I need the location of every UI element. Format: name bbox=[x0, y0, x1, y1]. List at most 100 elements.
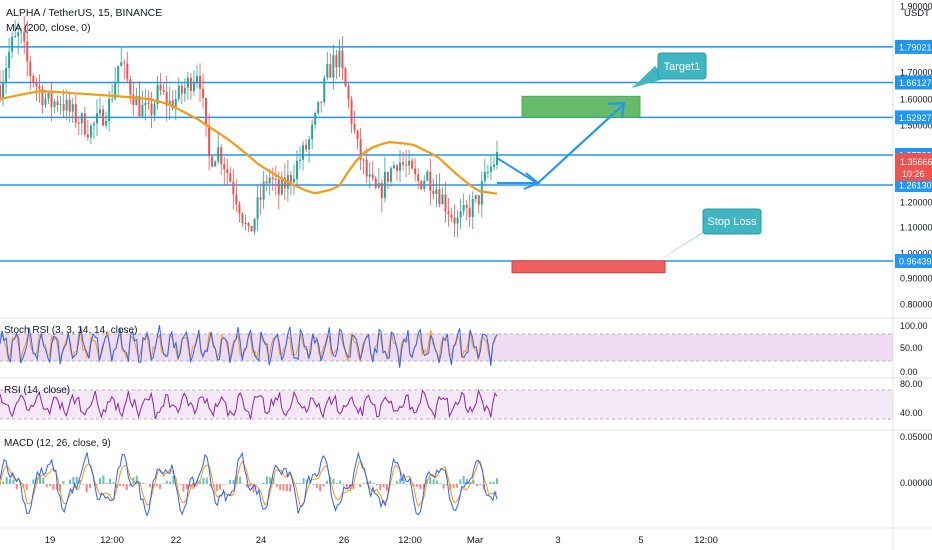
macd-bar bbox=[15, 484, 18, 490]
candle-body bbox=[165, 91, 168, 106]
candle-body bbox=[268, 177, 271, 184]
target-label: Target1 bbox=[664, 61, 701, 73]
macd-bar bbox=[279, 484, 282, 490]
macd-bar bbox=[69, 479, 72, 484]
candle-body bbox=[283, 177, 286, 189]
level-badges: 1.790211.661271.529271.375831.261300.964… bbox=[895, 39, 932, 268]
candle-body bbox=[353, 123, 356, 131]
candle-body bbox=[483, 171, 486, 182]
macd-bar bbox=[145, 483, 148, 485]
macd-bar bbox=[325, 480, 328, 484]
macd-bar bbox=[95, 484, 98, 486]
macd-bar bbox=[112, 482, 115, 484]
candle-body bbox=[338, 50, 341, 68]
candle-body bbox=[332, 55, 335, 78]
macd-bar bbox=[405, 483, 408, 485]
macd-bar bbox=[89, 484, 92, 488]
stop-loss-box[interactable] bbox=[511, 260, 666, 274]
candle-body bbox=[265, 181, 268, 184]
candle-body bbox=[29, 61, 32, 77]
level-badge-text-5: 0.96439 bbox=[899, 257, 932, 267]
macd-bar bbox=[382, 484, 385, 488]
candle-body bbox=[168, 100, 171, 106]
rsi-tick-40: 40.00 bbox=[900, 408, 923, 418]
macd-bar bbox=[242, 483, 245, 485]
candle-body bbox=[441, 194, 444, 205]
candle-body bbox=[74, 104, 77, 123]
macd-bar bbox=[5, 477, 8, 484]
target-box[interactable] bbox=[521, 95, 641, 118]
macd-bar bbox=[35, 477, 38, 484]
macd-bar bbox=[332, 478, 335, 484]
candles bbox=[0, 16, 498, 237]
candle-body bbox=[189, 77, 192, 91]
time-tick-9: 12:00 bbox=[694, 535, 718, 546]
level-badge-2 bbox=[895, 110, 932, 125]
macd-bar bbox=[459, 479, 462, 484]
horizontal-levels[interactable] bbox=[0, 46, 893, 262]
candle-body bbox=[20, 31, 23, 33]
candle-body bbox=[177, 85, 180, 99]
candle-body bbox=[220, 147, 223, 165]
candle-body bbox=[435, 189, 438, 194]
candle-body bbox=[138, 95, 141, 117]
candle-body bbox=[477, 195, 480, 205]
candle-body bbox=[235, 194, 238, 205]
macd-bar bbox=[92, 484, 95, 485]
rsi-band bbox=[0, 390, 893, 419]
candle-body bbox=[402, 162, 405, 165]
candle-body bbox=[471, 198, 474, 218]
candle-body bbox=[65, 99, 68, 111]
macd-bar bbox=[412, 484, 415, 487]
macd-bar bbox=[469, 482, 472, 484]
candle-body bbox=[259, 197, 262, 200]
candle-body bbox=[11, 36, 14, 52]
macd-bar bbox=[142, 482, 145, 484]
candle-body bbox=[2, 81, 5, 98]
price-tick-6: 1.00000 bbox=[900, 249, 932, 259]
candle-body bbox=[280, 177, 283, 195]
macd-bar bbox=[299, 482, 302, 484]
stop-callout[interactable]: Stop Loss bbox=[642, 208, 762, 271]
stoch-tick-0: 0.00 bbox=[900, 367, 918, 377]
macd-bar bbox=[255, 484, 258, 485]
candle-body bbox=[277, 179, 280, 195]
projection-arrows[interactable] bbox=[496, 101, 626, 190]
candle-body bbox=[392, 165, 395, 169]
macd-bar bbox=[49, 484, 52, 486]
macd-bar bbox=[129, 484, 132, 487]
macd-bar bbox=[375, 484, 378, 486]
rsi-line bbox=[0, 388, 498, 420]
currency-label: USDT bbox=[904, 8, 930, 19]
macd-bar bbox=[239, 476, 242, 484]
candle-body bbox=[208, 125, 211, 157]
macd-bar bbox=[25, 484, 28, 490]
candle-body bbox=[438, 189, 441, 205]
candle-body bbox=[374, 178, 377, 188]
candle-body bbox=[226, 169, 229, 174]
target-callout[interactable]: Target1 bbox=[632, 52, 707, 88]
candle-body bbox=[380, 182, 383, 198]
macd-bar bbox=[265, 476, 268, 484]
time-tick-8: 5 bbox=[638, 535, 643, 546]
stop-callout-box bbox=[702, 208, 762, 235]
macd-bar bbox=[105, 482, 108, 484]
price-tick-3: 1.50000 bbox=[900, 121, 932, 131]
candle-body bbox=[195, 75, 198, 82]
projection-zigzag[interactable] bbox=[496, 157, 541, 184]
candle-body bbox=[202, 88, 205, 98]
macd-bar bbox=[29, 484, 32, 485]
candle-body bbox=[199, 75, 202, 89]
level-badge-0 bbox=[895, 39, 932, 54]
candle-body bbox=[192, 81, 195, 91]
candle-body bbox=[71, 104, 74, 112]
macd-bar bbox=[392, 484, 395, 485]
candle-body bbox=[183, 87, 186, 94]
macd-bar bbox=[179, 484, 182, 486]
time-tick-6: Mar bbox=[467, 535, 483, 546]
macd-bar bbox=[182, 484, 185, 492]
projection-arrow-up[interactable] bbox=[537, 103, 625, 184]
macd-bar bbox=[462, 476, 465, 484]
candle-body bbox=[108, 98, 111, 121]
